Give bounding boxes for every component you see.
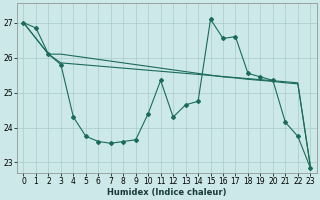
X-axis label: Humidex (Indice chaleur): Humidex (Indice chaleur) (107, 188, 227, 197)
